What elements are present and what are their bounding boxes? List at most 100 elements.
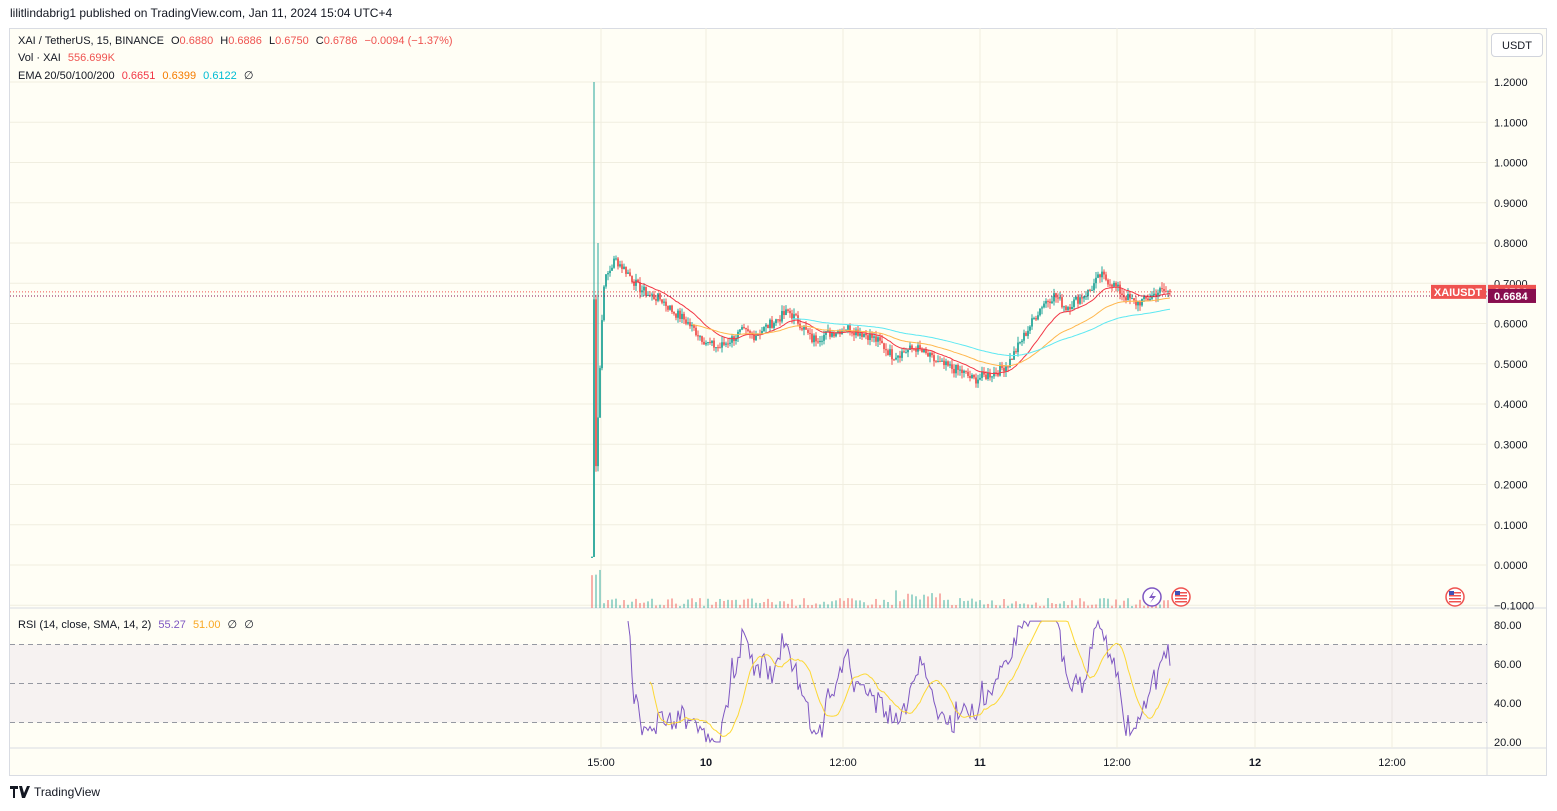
candle-body: [1017, 342, 1019, 353]
us-flag-stripe: [1175, 592, 1187, 594]
candle-body: [949, 364, 951, 366]
volume-bar: [747, 598, 749, 608]
candle-body: [789, 310, 791, 314]
symbol-legend[interactable]: XAI / TetherUS, 15, BINANCE O0.6880 H0.6…: [18, 35, 457, 47]
candle-body: [1089, 289, 1091, 291]
high-value: 0.6886: [228, 35, 262, 47]
candle-body: [909, 345, 911, 350]
volume-bar: [679, 605, 681, 608]
candle-body: [983, 371, 985, 375]
volume-bar: [719, 598, 721, 608]
volume-bar: [967, 600, 969, 608]
candle-body: [619, 264, 621, 267]
volume-bar: [863, 602, 865, 608]
rsi-legend[interactable]: RSI (14, close, SMA, 14, 2) 55.27 51.00 …: [18, 618, 258, 631]
candle-body: [819, 340, 821, 343]
volume-bar: [1167, 600, 1169, 608]
candle-body: [607, 273, 609, 275]
us-flag-canton: [1449, 591, 1454, 595]
candle-body: [987, 373, 989, 379]
currency-button[interactable]: USDT: [1491, 33, 1543, 57]
candle-body: [857, 329, 859, 336]
volume-bar: [859, 600, 861, 608]
candle-body: [981, 371, 983, 378]
volume-bar: [651, 598, 653, 608]
volume-bar: [739, 604, 741, 608]
volume-bar: [1067, 605, 1069, 608]
price-grid: [10, 28, 1547, 776]
candle-body: [671, 305, 673, 312]
candle-body: [1077, 296, 1079, 304]
tradingview-logo[interactable]: TradingView: [10, 785, 100, 799]
candle-body: [625, 266, 627, 274]
candle-body: [609, 270, 611, 274]
volume-bar: [1087, 605, 1089, 608]
rsi-axis: 80.00 60.00 40.00 20.00: [1494, 620, 1522, 749]
rsi-label: RSI (14, close, SMA, 14, 2): [18, 619, 152, 631]
candle-body: [1015, 351, 1017, 353]
volume-bar: [655, 605, 657, 608]
candle-body: [775, 319, 777, 323]
candle-body: [1035, 318, 1037, 320]
candle-body: [945, 361, 947, 366]
candle-body: [809, 332, 811, 334]
volume-bar: [767, 598, 769, 608]
volume-bar: [811, 605, 813, 608]
candle-body: [1107, 279, 1109, 285]
volume-bar: [955, 605, 957, 608]
candle-body: [915, 349, 917, 352]
candle-body: [1157, 292, 1159, 297]
candle-body: [763, 326, 765, 331]
candle-body: [711, 340, 713, 343]
candle-body: [933, 355, 935, 362]
volume-bar: [607, 600, 609, 608]
candle-body: [1119, 284, 1121, 294]
candle-body: [591, 556, 593, 558]
volume-bar: [855, 600, 857, 608]
open-field: O0.6880: [171, 35, 213, 47]
candle-body: [1131, 298, 1133, 300]
volume-bar: [887, 602, 889, 608]
volume-bar: [779, 601, 781, 608]
volume-bar: [1143, 605, 1145, 608]
candle-body: [697, 335, 699, 337]
candle-body: [623, 266, 625, 269]
symbol-tag-bg: [1431, 284, 1486, 299]
candle-body: [1037, 315, 1039, 320]
volume-bar: [1027, 604, 1029, 608]
ema100-value: 0.6122: [203, 70, 237, 82]
volume-bar: [1047, 598, 1049, 608]
time-tick-label: 12:00: [1103, 757, 1131, 769]
candle-body: [613, 258, 615, 268]
volume-bar: [1079, 598, 1081, 608]
candle-body: [795, 314, 797, 316]
volume-bar: [871, 604, 873, 608]
volume-legend[interactable]: Vol · XAI 556.699K: [18, 52, 119, 64]
candle-body: [705, 342, 707, 345]
ema-legend[interactable]: EMA 20/50/100/200 0.6651 0.6399 0.6122 ∅: [18, 69, 257, 82]
volume-bar: [1135, 604, 1137, 608]
candle-body: [923, 349, 925, 353]
volume-bar: [643, 602, 645, 608]
candle-body: [749, 331, 751, 333]
candle-body: [601, 320, 603, 369]
candle-body: [871, 333, 873, 338]
candle-body: [829, 330, 831, 337]
candle-body: [663, 301, 665, 303]
volume-bar: [935, 597, 937, 608]
volume-bar: [771, 602, 773, 608]
rsi-value: 55.27: [158, 619, 186, 631]
rsi-tick-label: 80.00: [1494, 620, 1522, 632]
time-tick-label: 11: [974, 757, 986, 769]
candle-body: [735, 338, 737, 342]
candle-body: [967, 371, 969, 377]
volume-bar: [1095, 604, 1097, 608]
volume-bar: [619, 605, 621, 608]
candle-body: [721, 342, 723, 348]
candle-body: [927, 353, 929, 357]
volume-bar: [659, 604, 661, 608]
candle-body: [685, 319, 687, 324]
volume-bar: [1111, 605, 1113, 608]
